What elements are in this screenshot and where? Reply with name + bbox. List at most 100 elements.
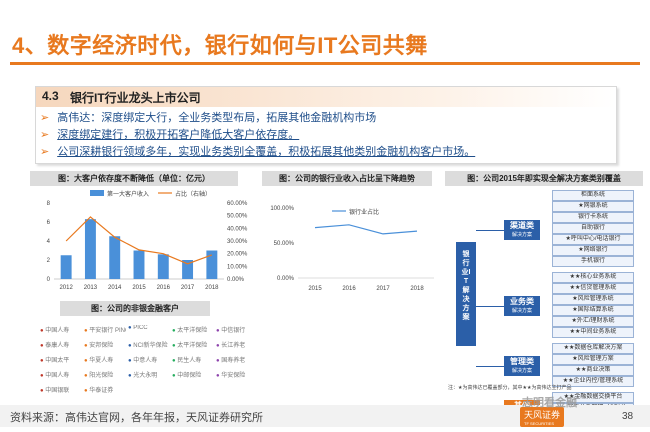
chart2-plot: 0.00% 50.00% 100.00% 2015 2016 2017 2018 银行业占比 [270, 206, 434, 292]
y-tick-label: 100.00% [270, 206, 294, 212]
section-title: 银行IT行业龙头上市公司 [70, 91, 201, 105]
diagram-item: ★外汇/理财系统 [552, 316, 634, 327]
arrow-bullet-icon: ➢ [40, 146, 50, 158]
section-number: 4.3 [42, 89, 59, 103]
y-left-tick-label: 8 [47, 201, 51, 207]
diagram-category: 管理类 解决方案 [504, 356, 540, 376]
slide-title: 4、数字经济时代，银行如何与IT公司共舞 [12, 33, 428, 58]
client-logo: ● 太平洋保险 [172, 325, 214, 336]
y-right-tick-label: 0.00% [227, 277, 245, 283]
client-logo: ● 太平洋保险 [172, 340, 214, 351]
solutions-diagram: 银行业IT解决方案 渠道类 解决方案 柜面系统 ★网银系统 银行卡系统 自助银行 ★呼叫中心… [448, 188, 644, 425]
client-name: 中国太平 [43, 358, 70, 364]
client-name: 长江养老 [219, 343, 246, 349]
y-left-tick-label: 6 [47, 220, 51, 226]
category-sub: 解决方案 [511, 231, 532, 238]
diagram-item: ★★数据仓库解决方案 [552, 343, 634, 354]
page-number: 38 [622, 411, 634, 422]
title-underline [10, 62, 640, 65]
client-logo-icon: ● [40, 358, 44, 364]
diagram-root: 银行业IT解决方案 [456, 242, 476, 346]
client-logo-icon: ● [84, 388, 88, 394]
client-name: 泰康人寿 [43, 343, 70, 349]
arrow-bullet-icon: ➢ [40, 129, 50, 141]
client-logo: ● 光大永明 [128, 370, 170, 381]
client-logo: ● NCI新华保险 [128, 340, 170, 351]
fig2-title: 图：公司的银行业收入占比呈下降趋势 [262, 171, 432, 186]
client-logo: ● 中国人寿 [40, 370, 82, 381]
legend-label-bar: 第一大客户收入 [107, 190, 149, 198]
bullet-1: ➢ 高伟达：深度绑定大行，全业务类型布局，拓展其他金融机构市场 [40, 109, 376, 125]
client-logo-icon: ● [40, 373, 44, 379]
diagram-item: ★★企业内控/管理系统 [552, 376, 634, 387]
x-tick-label: 2017 [376, 286, 390, 292]
y-right-tick-label: 60.00% [227, 201, 248, 207]
client-logo: ● 中意人寿 [128, 355, 170, 366]
diagram-connector [476, 306, 504, 307]
category-sub: 解决方案 [511, 368, 532, 374]
client-logo-icon: ● [128, 343, 132, 349]
diagram-item: ★★核心业务系统 [552, 272, 634, 283]
client-logo: ● 平安银行 PINGAN [84, 325, 126, 336]
client-logo-icon: ● [84, 343, 88, 349]
diagram-item: ★★中间业务系统 [552, 327, 634, 338]
x-tick-label: 2018 [205, 285, 219, 291]
client-logo-icon: ● [172, 328, 176, 334]
client-name: 华泰证券 [87, 388, 114, 394]
x-tick-label: 2015 [132, 285, 146, 291]
bar-mark [182, 260, 194, 279]
bar-mark [84, 219, 96, 279]
summary-box-header: 4.3 银行IT行业龙头上市公司 [36, 87, 616, 107]
client-name: 平安银行 PINGAN [89, 328, 126, 334]
fig1-title: 图：大客户依存度不断降低（单位：亿元） [30, 171, 238, 186]
y-right-tick-label: 10.00% [227, 264, 248, 270]
client-name: 太平洋保险 [175, 343, 208, 349]
y-left-tick-label: 0 [47, 277, 51, 283]
diagram-item: 柜面系统 [552, 190, 634, 201]
client-logo-icon: ● [84, 358, 88, 364]
chart1-plot: 0 2 4 6 8 0.00% 10.00% 20.00% 30.00% 40.00% 50.00%… [47, 190, 248, 291]
source-text: 资料来源：高伟达官网，各年年报，天风证券研究所 [10, 412, 263, 424]
diagram-item: ★国际结算系统 [552, 305, 634, 316]
client-name: 安邦保险 [87, 343, 114, 349]
x-tick-label: 2014 [108, 285, 122, 291]
arrow-bullet-icon: ➢ [40, 112, 50, 124]
client-name: 中国人寿 [43, 328, 70, 334]
client-logo-icon: ● [172, 343, 176, 349]
bullet-3-text: 公司深耕银行领域多年，实现业务类别全覆盖，积极拓展其他类别金融机构客户市场。 [57, 146, 476, 158]
client-logo-icon: ● [128, 325, 132, 331]
bullet-2: ➢ 深度绑定建行，积极开拓客户降低大客户依存度。 [40, 126, 299, 142]
client-logo-icon: ● [216, 343, 220, 349]
client-logo-icon: ● [216, 373, 220, 379]
chart-customer-dependency: 0 2 4 6 8 0.00% 10.00% 20.00% 30.00% 40.00% 50.00%… [47, 190, 248, 291]
client-logo: ● 安邦保险 [84, 340, 126, 351]
legend-swatch-bar [90, 190, 104, 196]
diagram-item: ★呼叫中心/电话银行 [552, 234, 634, 245]
client-logo: ● 中国银联 [40, 385, 82, 396]
fig3-title: 图：公司2015年即实现全解决方案类别覆盖 [445, 171, 643, 186]
client-logo: ● 民生人寿 [172, 355, 214, 366]
source-bar [0, 405, 650, 427]
diagram-item: ★网银系统 [552, 201, 634, 212]
client-logo-icon: ● [40, 343, 44, 349]
diagram-note: 注：★为高伟达已覆盖部分，其中★★为高伟达主打产品 [448, 385, 572, 391]
y-tick-label: 0.00% [277, 276, 295, 282]
client-logo: ● 泰康人寿 [40, 340, 82, 351]
client-logo: ● 华夏人寿 [84, 355, 126, 366]
x-tick-label: 2016 [342, 286, 356, 292]
category-name: 业务类 [510, 297, 534, 306]
diagram-item: 银行卡系统 [552, 212, 634, 223]
diagram-item: ★★信贷管理系统 [552, 283, 634, 294]
x-tick-label: 2012 [59, 285, 73, 291]
summary-box: 4.3 银行IT行业龙头上市公司 ➢ 高伟达：深度绑定大行，全业务类型布局，拓展其… [35, 86, 617, 164]
x-tick-label: 2016 [157, 285, 171, 291]
chart-bank-revenue-share: 0.00% 50.00% 100.00% 2015 2016 2017 2018 银行业占比 [270, 206, 434, 292]
client-logo: ● 阳光保险 [84, 370, 126, 381]
client-logo-icon: ● [216, 358, 220, 364]
diagram-item: 手机银行 [552, 256, 634, 267]
client-name: 中邮保险 [175, 373, 202, 379]
client-logo-icon: ● [172, 358, 176, 364]
category-name: 管理类 [510, 357, 534, 366]
logo-sub: TF SECURITIES [524, 421, 555, 426]
client-name: NCI新华保险 [131, 343, 168, 349]
